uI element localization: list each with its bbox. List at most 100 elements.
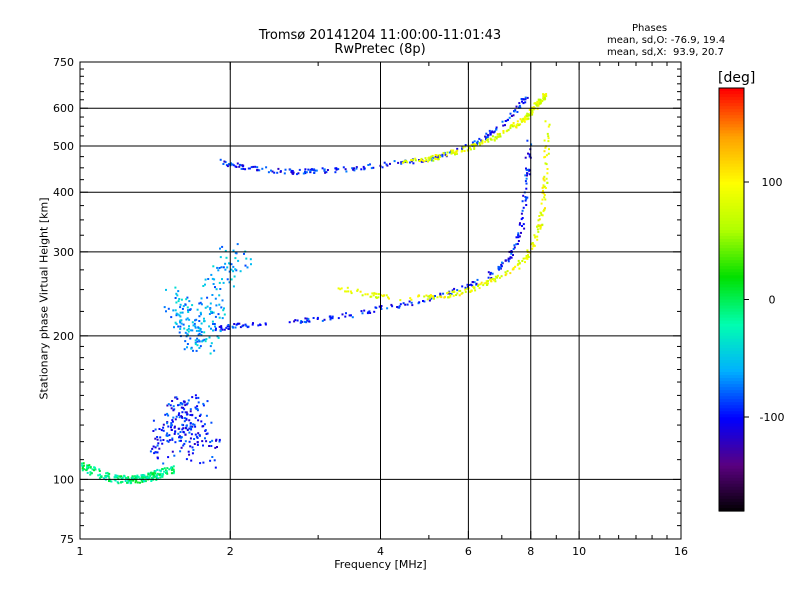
data-point [203, 317, 205, 320]
data-point [202, 461, 205, 464]
data-point [521, 217, 524, 219]
data-point [208, 336, 211, 339]
data-point [220, 326, 223, 329]
data-point [162, 473, 165, 476]
data-point [277, 167, 280, 170]
data-point [162, 439, 165, 441]
colorbar-band [719, 362, 744, 367]
y-tick-label: 300 [53, 246, 74, 259]
data-point [538, 218, 541, 221]
data-point [325, 171, 328, 174]
data-point [519, 106, 522, 109]
data-point [186, 343, 189, 345]
data-point [369, 163, 371, 166]
data-point [532, 243, 535, 246]
data-point [191, 304, 194, 307]
data-point [464, 290, 467, 293]
data-point [344, 168, 347, 171]
data-point [518, 102, 521, 105]
data-point [191, 329, 194, 332]
colorbar-band [719, 121, 744, 125]
data-point [347, 290, 350, 293]
data-point [226, 278, 229, 281]
data-point [187, 311, 190, 313]
data-point [198, 315, 201, 318]
colorbar-band [719, 402, 744, 406]
data-point [192, 449, 195, 451]
data-point [174, 297, 177, 299]
data-point [178, 298, 181, 300]
colorbar-band [719, 293, 744, 298]
colorbar-band [719, 148, 744, 153]
data-point [481, 142, 484, 145]
data-point [108, 472, 111, 475]
data-point [520, 218, 523, 221]
data-point [428, 299, 431, 302]
data-point [406, 303, 409, 306]
colorbar-band [719, 429, 744, 434]
data-point [196, 308, 199, 311]
data-point [345, 290, 348, 293]
data-point [194, 319, 196, 322]
data-point [485, 282, 488, 284]
data-point [186, 329, 189, 331]
data-point [525, 255, 528, 257]
colorbar-band [719, 308, 744, 313]
data-point [190, 433, 193, 436]
data-point [204, 340, 207, 343]
data-point [215, 304, 218, 307]
data-point [304, 168, 307, 171]
data-point [543, 175, 546, 178]
data-point [156, 451, 159, 454]
data-point [256, 169, 259, 172]
data-point [515, 124, 518, 127]
data-point [210, 327, 212, 330]
data-point [494, 275, 497, 278]
data-point [305, 321, 308, 324]
data-point [537, 225, 540, 227]
data-point [155, 476, 158, 479]
data-point [228, 325, 231, 328]
data-point [153, 452, 156, 455]
colorbar-band [719, 196, 744, 201]
data-point [513, 110, 516, 113]
colorbar-band [719, 480, 744, 485]
data-point [527, 254, 529, 257]
data-point [522, 102, 525, 105]
data-point [517, 240, 520, 242]
data-point [198, 320, 201, 322]
data-point [181, 311, 184, 314]
data-point [179, 319, 182, 322]
colorbar-band [719, 154, 744, 159]
data-point [174, 309, 177, 312]
data-point [513, 124, 516, 127]
data-point [398, 306, 401, 309]
data-point [294, 319, 297, 322]
data-point [502, 130, 505, 132]
data-point [197, 339, 200, 342]
data-point [179, 450, 182, 453]
data-point [478, 137, 481, 140]
data-point [167, 440, 170, 443]
data-point [422, 300, 424, 302]
data-point [517, 234, 520, 237]
data-point [198, 327, 201, 330]
data-point [512, 114, 515, 117]
data-point [160, 429, 163, 432]
data-point [89, 471, 92, 474]
data-point [501, 120, 504, 123]
data-point [298, 168, 301, 171]
data-points [81, 93, 551, 485]
data-point [139, 477, 142, 480]
data-point [83, 468, 86, 471]
data-point [202, 285, 205, 287]
colorbar-band [719, 190, 744, 195]
data-point [184, 411, 187, 414]
colorbar-band [719, 477, 744, 482]
data-point [545, 93, 548, 95]
data-point [477, 285, 479, 287]
data-point [151, 473, 154, 476]
data-point [464, 144, 467, 147]
data-point [487, 282, 489, 285]
data-point [136, 474, 139, 477]
